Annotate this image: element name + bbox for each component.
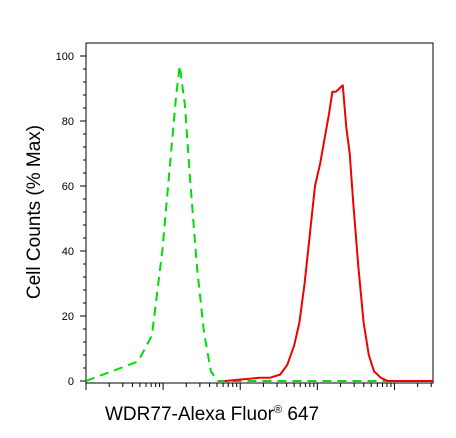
y-tick-label: 0	[68, 376, 74, 388]
y-axis-ticks: 0 20 40 60 80 100	[56, 51, 86, 388]
series-layer	[85, 64, 433, 382]
x-axis-title-main: WDR77-Alexa Fluor	[105, 404, 275, 425]
y-tick-label: 100	[56, 51, 74, 63]
series-dashed-green-line	[85, 64, 433, 382]
x-axis-title-superscript: ®	[274, 404, 282, 416]
y-axis-title: Cell Counts (% Max)	[24, 125, 45, 299]
y-tick-label: 80	[62, 116, 74, 128]
y-tick-label: 20	[62, 311, 74, 323]
x-axis-title-suffix: 647	[282, 404, 319, 425]
x-axis-ticks	[85, 383, 432, 390]
y-tick-label: 60	[62, 181, 74, 193]
y-tick-label: 40	[62, 246, 74, 258]
series-solid-red-line	[224, 84, 433, 382]
x-axis-title: WDR77-Alexa Fluor® 647	[105, 404, 319, 425]
plot-frame	[85, 42, 434, 384]
